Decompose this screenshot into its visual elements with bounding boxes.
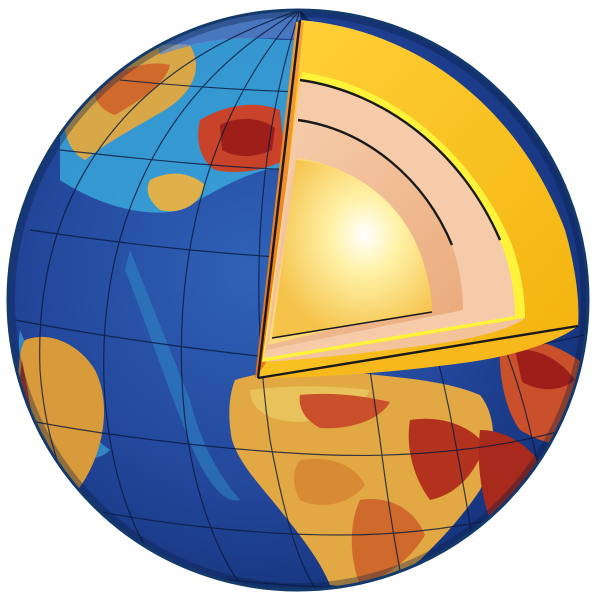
- landmass-africa-congo: [294, 458, 365, 505]
- cut-face-bottom-mantle: [262, 318, 525, 362]
- inner-core-layer: [272, 160, 432, 338]
- landmass-europe-peak: [220, 118, 275, 156]
- landmass-arabia-high: [515, 349, 575, 390]
- landmass-africa-highlands-1: [299, 393, 390, 429]
- cut-edges: [256, 19, 579, 380]
- landmass-africa-south: [351, 499, 425, 585]
- cutaway-wedge: [255, 19, 579, 380]
- shallow-sea-ridge: [125, 250, 240, 501]
- landmass-east-africa: [478, 430, 545, 530]
- landmass-africa-highlands-2: [408, 418, 485, 500]
- globe-outline: [6, 8, 590, 592]
- landmass-iberia: [147, 173, 205, 212]
